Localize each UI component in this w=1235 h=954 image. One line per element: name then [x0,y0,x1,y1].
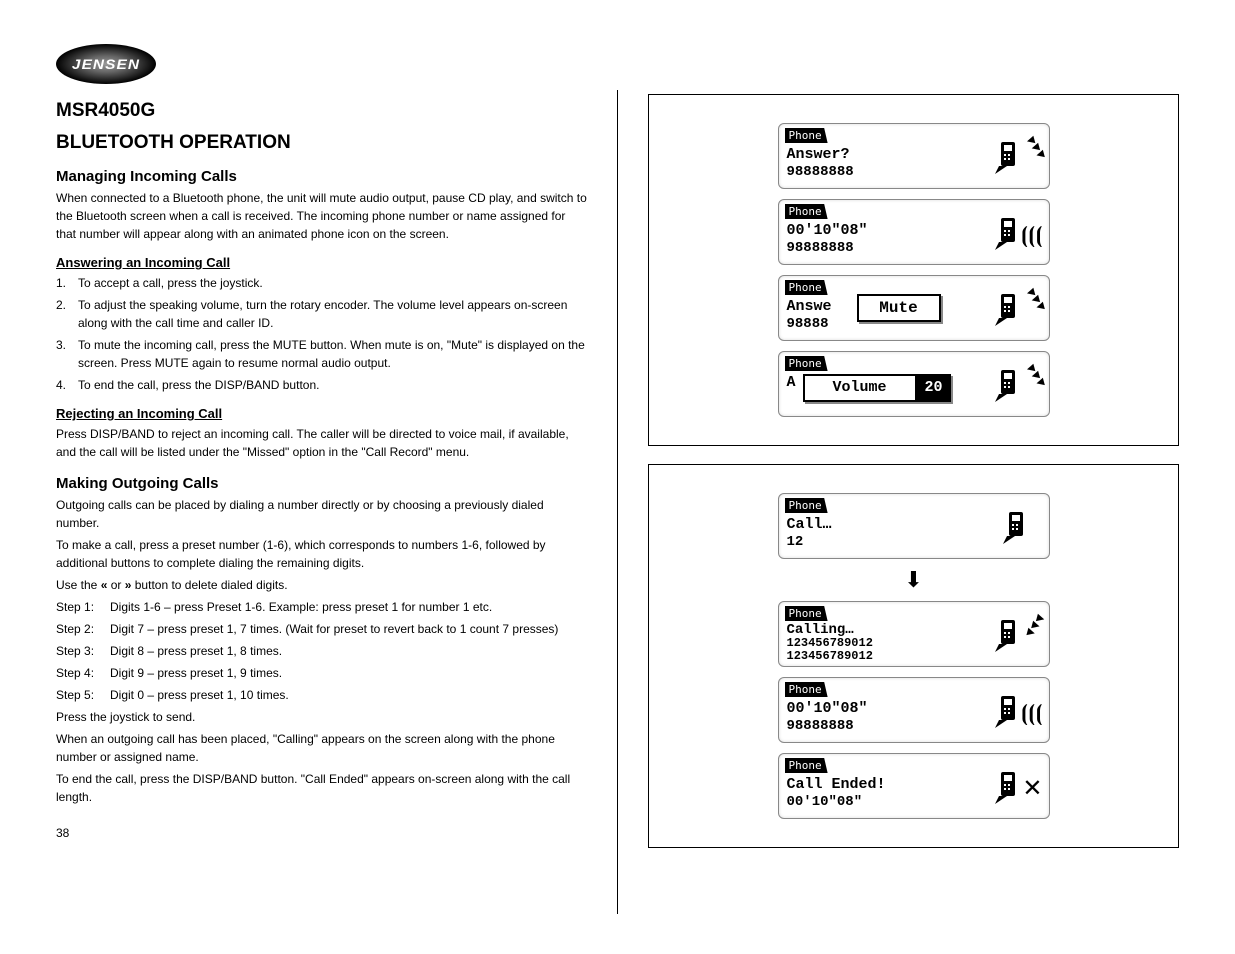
lcd-incoming-answer: Phone Answer? 98888888 ◀ ◀ ◀ [778,123,1050,189]
lcd-outgoing-talking: Phone 00'10"08" 98888888 ⦘⦘⦘ [778,677,1050,743]
signal-icon: ⦘⦘⦘ [1021,700,1043,726]
outgoing-para-3: Press the joystick to send. [56,708,587,726]
dial-step-4: Step 4:Digit 9 – press preset 1, 9 times… [56,664,587,682]
reject-para: Press DISP/BAND to reject an incoming ca… [56,425,587,461]
phone-tab: Phone [785,498,828,513]
phone-icon [993,694,1023,735]
lcd-line1: 00'10"08" [787,700,868,717]
outgoing-para-2: To make a call, press a preset number (1… [56,536,587,572]
outgoing-para-4: When an outgoing call has been placed, "… [56,730,587,766]
answer-step-4: 4.To end the call, press the DISP/BAND b… [56,376,587,394]
answer-step-1: 1.To accept a call, press the joystick. [56,274,587,292]
dial-step-1-text: Digits 1-6 – press Preset 1-6. Example: … [110,600,492,614]
lcd-line2: 98888888 [787,240,854,256]
lcd-line3: 123456789012 [787,649,873,663]
lcd-outgoing-ended: Phone Call Ended! 00'10"08" ✕ [778,753,1050,819]
dial-step-2-text: Digit 7 – press preset 1, 7 times. (Wait… [110,622,558,636]
volume-label-overlay: Volume [803,374,917,402]
model-heading: MSR4050G [56,100,587,122]
lcd-line1: Answe [787,298,832,315]
lcd-line1: Call… [787,516,832,533]
phone-tab: Phone [785,682,828,697]
dial-step-4-text: Digit 9 – press preset 1, 9 times. [110,666,282,680]
phone-tab: Phone [785,758,828,773]
dial-step-5-text: Digit 0 – press preset 1, 10 times. [110,688,289,702]
answer-step-2-text: To adjust the speaking volume, turn the … [78,298,567,330]
lcd-line1: Answer? [787,146,850,163]
dial-step-3: Step 3:Digit 8 – press preset 1, 8 times… [56,642,587,660]
left-column: MSR4050G BLUETOOTH OPERATION Managing In… [56,90,617,914]
arrows-in-icon: ◀ ◀ ◀ [1026,287,1045,314]
lcd-line2: 98888888 [787,164,854,180]
lcd-line2: 00'10"08" [787,794,863,810]
phone-icon [993,770,1023,811]
mute-overlay: Mute [857,294,941,322]
arrows-in-icon: ◀ ◀ ◀ [1026,135,1045,162]
answer-heading: Answering an Incoming Call [56,255,587,270]
lcd-line2: 12 [787,534,804,550]
answer-step-2: 2.To adjust the speaking volume, turn th… [56,296,587,332]
signal-icon: ⦘⦘⦘ [1021,222,1043,248]
jensen-logo: JENSEN [56,44,156,84]
lcd-line1: Call Ended! [787,776,886,793]
page-body: MSR4050G BLUETOOTH OPERATION Managing In… [56,90,1179,914]
phone-icon [993,292,1023,333]
lcd-outgoing-dial: Phone Call… 12 [778,493,1050,559]
lcd-line1: A [787,374,796,391]
dial-step-3-text: Digit 8 – press preset 1, 8 times. [110,644,282,658]
incoming-heading: Managing Incoming Calls [56,168,587,185]
dial-step-5: Step 5:Digit 0 – press preset 1, 10 time… [56,686,587,704]
outgoing-para-5: To end the call, press the DISP/BAND but… [56,770,587,806]
dial-step-2: Step 2:Digit 7 – press preset 1, 7 times… [56,620,587,638]
answer-step-1-text: To accept a call, press the joystick. [78,276,263,290]
lcd-incoming-talking: Phone 00'10"08" 98888888 ⦘⦘⦘ [778,199,1050,265]
logo-text: JENSEN [72,56,140,72]
phone-icon [993,216,1023,257]
lcd-incoming-volume: Phone A Volume 20 ◀ ◀ ◀ [778,351,1050,417]
phone-icon [993,618,1023,659]
lcd-line2: 123456789012 [787,636,873,650]
outgoing-para-2d: button to delete dialed digits. [131,578,287,592]
outgoing-heading: Making Outgoing Calls [56,475,587,492]
down-arrow-icon: ⬇ [679,567,1148,593]
phone-tab: Phone [785,128,828,143]
reject-heading: Rejecting an Incoming Call [56,406,587,421]
outgoing-para-2c: or [107,578,124,592]
incoming-screens-panel: Phone Answer? 98888888 ◀ ◀ ◀ Phone 00'10… [648,94,1179,446]
arrows-in-icon: ◀ ◀ ◀ [1026,363,1045,390]
answer-step-4-text: To end the call, press the DISP/BAND but… [78,378,319,392]
lcd-incoming-mute: Phone Answe 98888 Mute ◀ ◀ ◀ [778,275,1050,341]
phone-tab: Phone [785,356,828,371]
volume-value-overlay: 20 [917,374,951,402]
phone-tab: Phone [785,280,828,295]
lcd-outgoing-calling: Phone Calling… 123456789012 123456789012… [778,601,1050,667]
answer-step-3-text: To mute the incoming call, press the MUT… [78,338,585,370]
incoming-para: When connected to a Bluetooth phone, the… [56,189,587,243]
page-number: 38 [56,824,587,842]
outgoing-para-2b: Use the [56,578,101,592]
lcd-line2: 98888888 [787,718,854,734]
outgoing-para-2b-line: Use the « or » button to delete dialed d… [56,576,587,594]
x-icon: ✕ [1022,774,1042,803]
answer-step-3: 3.To mute the incoming call, press the M… [56,336,587,372]
arrows-out-icon: ◀ ◀ ◀ [1026,613,1045,640]
phone-tab: Phone [785,606,828,621]
phone-tab: Phone [785,204,828,219]
phone-icon [993,140,1023,181]
right-column: Phone Answer? 98888888 ◀ ◀ ◀ Phone 00'10… [617,90,1179,914]
phone-icon [993,368,1023,409]
outgoing-para-1: Outgoing calls can be placed by dialing … [56,496,587,532]
lcd-line1: 00'10"08" [787,222,868,239]
lcd-line2: 98888 [787,316,829,332]
phone-icon [1001,510,1031,551]
section-heading: BLUETOOTH OPERATION [56,132,587,154]
outgoing-para-2a: To make a call, press a preset number (1… [56,538,546,570]
outgoing-screens-panel: Phone Call… 12 ⬇ Phone Calling… 12345678… [648,464,1179,848]
dial-step-1: Step 1:Digits 1-6 – press Preset 1-6. Ex… [56,598,587,616]
